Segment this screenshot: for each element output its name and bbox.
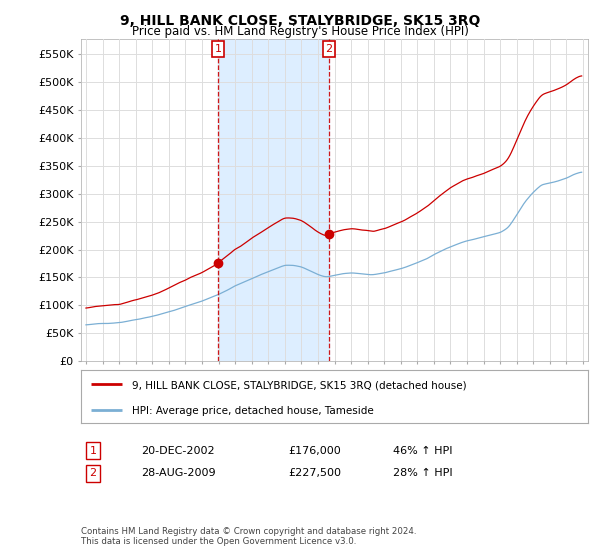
Text: £227,500: £227,500 bbox=[288, 468, 341, 478]
Text: 9, HILL BANK CLOSE, STALYBRIDGE, SK15 3RQ: 9, HILL BANK CLOSE, STALYBRIDGE, SK15 3R… bbox=[120, 14, 480, 28]
Text: 28% ↑ HPI: 28% ↑ HPI bbox=[393, 468, 452, 478]
Text: 1: 1 bbox=[89, 446, 97, 456]
Text: 2: 2 bbox=[89, 468, 97, 478]
Text: Contains HM Land Registry data © Crown copyright and database right 2024.
This d: Contains HM Land Registry data © Crown c… bbox=[81, 526, 416, 546]
Text: 9, HILL BANK CLOSE, STALYBRIDGE, SK15 3RQ (detached house): 9, HILL BANK CLOSE, STALYBRIDGE, SK15 3R… bbox=[132, 381, 466, 390]
Text: HPI: Average price, detached house, Tameside: HPI: Average price, detached house, Tame… bbox=[132, 405, 373, 416]
Text: Price paid vs. HM Land Registry's House Price Index (HPI): Price paid vs. HM Land Registry's House … bbox=[131, 25, 469, 38]
Text: 46% ↑ HPI: 46% ↑ HPI bbox=[393, 446, 452, 456]
Text: 2: 2 bbox=[325, 44, 332, 54]
Text: £176,000: £176,000 bbox=[288, 446, 341, 456]
Text: 1: 1 bbox=[215, 44, 221, 54]
Text: 28-AUG-2009: 28-AUG-2009 bbox=[141, 468, 215, 478]
Text: 20-DEC-2002: 20-DEC-2002 bbox=[141, 446, 215, 456]
Bar bbox=[218, 39, 329, 361]
